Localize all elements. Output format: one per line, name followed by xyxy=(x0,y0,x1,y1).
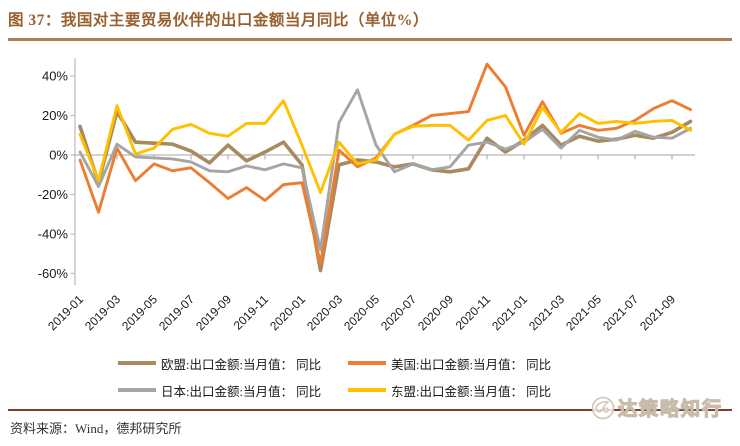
y-tick-label: 0% xyxy=(49,148,68,163)
x-tick-label: 2021-09 xyxy=(637,292,678,333)
source-note: 资料来源：Wind，德邦研究所 xyxy=(10,421,182,436)
legend-label-eu: 欧盟:出口金额:当月值： 同比 xyxy=(161,357,322,372)
series-line-0 xyxy=(78,109,693,273)
legend-swatch-eu xyxy=(118,361,156,365)
x-tick-label: 2020-11 xyxy=(453,292,494,333)
legend-item-us: 美国:出口金额:当月值： 同比 xyxy=(348,356,552,372)
x-tick-label: 2021-03 xyxy=(526,292,567,333)
y-tick-label: -60% xyxy=(38,266,69,281)
legend-item-eu: 欧盟:出口金额:当月值： 同比 xyxy=(118,356,322,372)
x-tick-label: 2021-05 xyxy=(563,292,604,333)
watermark-text: 达策略知行 xyxy=(617,398,724,420)
legend-label-japan: 日本:出口金额:当月值： 同比 xyxy=(161,384,322,399)
x-tick-label: 2019-01 xyxy=(45,292,86,333)
x-tick-label: 2019-07 xyxy=(156,292,197,333)
y-tick-label: 20% xyxy=(42,108,68,123)
legend-swatch-japan xyxy=(118,388,156,392)
x-tick-label: 2019-03 xyxy=(82,292,123,333)
x-tick-label: 2020-07 xyxy=(378,292,419,333)
compass-logo-icon xyxy=(591,396,615,419)
legend-label-us: 美国:出口金额:当月值： 同比 xyxy=(391,357,552,372)
x-tick-label: 2020-03 xyxy=(304,292,345,333)
series-line-2 xyxy=(78,88,692,252)
legend-label-asean: 东盟:出口金额:当月值： 同比 xyxy=(391,384,552,399)
legend-swatch-asean xyxy=(348,388,386,392)
footer-rule xyxy=(8,409,732,411)
series-line-3 xyxy=(78,99,692,194)
x-tick-label: 2021-01 xyxy=(489,292,530,333)
legend-swatch-us xyxy=(348,361,386,365)
x-tick-label: 2021-07 xyxy=(600,292,641,333)
watermark: 达策略知行 xyxy=(590,394,723,421)
chart-title: 图 37：我国对主要贸易伙伴的出口金额当月同比（单位%） xyxy=(8,12,429,29)
title-underline xyxy=(8,38,732,41)
y-tick-label: -40% xyxy=(38,227,69,242)
x-tick-label: 2020-09 xyxy=(415,292,456,333)
x-tick-label: 2019-09 xyxy=(193,292,234,333)
x-tick-label: 2020-01 xyxy=(267,292,308,333)
y-tick-label: -20% xyxy=(38,187,69,202)
x-tick-label: 2019-05 xyxy=(119,292,160,333)
x-tick-label: 2020-05 xyxy=(341,292,382,333)
legend-item-japan: 日本:出口金额:当月值： 同比 xyxy=(118,383,322,399)
y-tick-label: 40% xyxy=(42,69,68,84)
legend-item-asean: 东盟:出口金额:当月值： 同比 xyxy=(348,383,552,399)
x-tick-label: 2019-11 xyxy=(231,292,272,333)
